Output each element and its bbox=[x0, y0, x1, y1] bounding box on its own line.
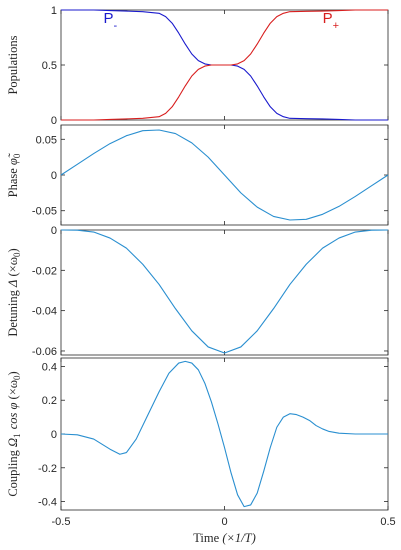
panel-1: 0 0.5 1 Populations P- P+ bbox=[6, 5, 389, 127]
y-axis-label: Populations bbox=[6, 35, 20, 94]
panel-2: -0.05 0 0.05 Phase φ̃0 bbox=[6, 124, 389, 226]
panel-3: -0.06 -0.04 -0.02 0 Detuning Δ (×ω0) bbox=[6, 225, 389, 358]
y-tick-label: -0.04 bbox=[32, 306, 57, 318]
x-axis-label: Time (×1/T) bbox=[193, 531, 256, 545]
y-axis-label: Coupling Ω1 cos φ (×ω0) bbox=[6, 371, 22, 496]
x-tick-label: 0.5 bbox=[380, 516, 395, 528]
axes-frame bbox=[60, 229, 389, 356]
y-tick-label: 0 bbox=[51, 115, 57, 127]
annotation-pplus: P+ bbox=[323, 10, 339, 32]
x-tick-label: 0 bbox=[221, 516, 227, 528]
panel-4: -0.4 -0.2 0 0.2 0.4 -0.5 0 0.5 Coupling Ω1 cos φ… bbox=[6, 357, 396, 545]
y-tick-label: 0 bbox=[51, 225, 57, 237]
y-tick-label: 0.2 bbox=[42, 395, 57, 407]
series-line-1 bbox=[60, 129, 389, 221]
y-tick-label: -0.05 bbox=[32, 206, 57, 218]
y-tick-label: 0.5 bbox=[42, 60, 57, 72]
annotation-pminus: P- bbox=[104, 10, 118, 32]
y-axis-label: Phase φ̃0 bbox=[6, 153, 22, 198]
y-tick-label: 0 bbox=[51, 170, 57, 182]
series-line-Pplus bbox=[61, 9, 388, 121]
y-tick-label: -0.4 bbox=[38, 497, 57, 509]
y-axis-label: Detuning Δ (×ω0) bbox=[6, 248, 22, 336]
series-line-1 bbox=[60, 229, 389, 354]
series-line-1 bbox=[60, 360, 388, 508]
y-tick-label: 1 bbox=[51, 5, 57, 17]
y-tick-label: -0.2 bbox=[38, 463, 57, 475]
y-tick-label: -0.02 bbox=[32, 265, 57, 277]
y-tick-label: 0 bbox=[51, 429, 57, 441]
x-tick-label: -0.5 bbox=[52, 516, 71, 528]
axes-frame bbox=[60, 357, 389, 511]
y-tick-label: 0.4 bbox=[42, 361, 57, 373]
y-tick-label: 0.05 bbox=[36, 134, 57, 146]
y-tick-label: -0.06 bbox=[32, 346, 57, 358]
